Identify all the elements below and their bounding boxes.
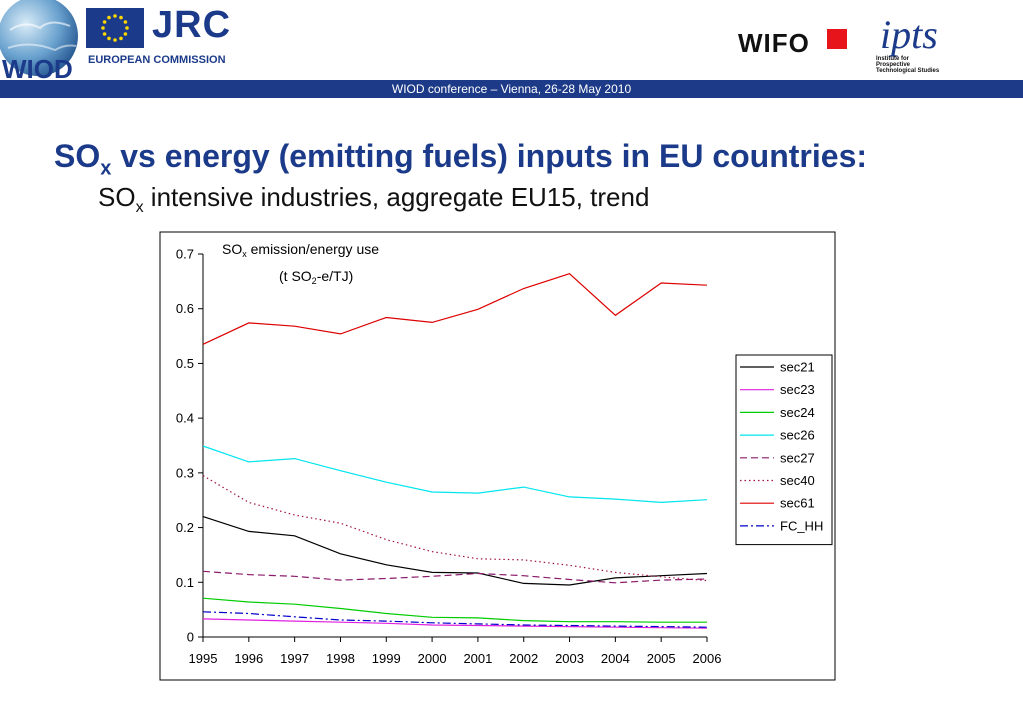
x-tick-label: 2004 xyxy=(601,651,630,666)
legend-box xyxy=(735,354,833,546)
series-line-sec23 xyxy=(202,618,708,629)
conference-banner-text: WIOD conference – Vienna, 26-28 May 2010 xyxy=(391,82,632,96)
y-tick-label: 0.1 xyxy=(176,575,194,590)
wifo-logo-text: WIFO xyxy=(738,28,810,58)
chart-title-line2-sub: 2 xyxy=(312,276,317,286)
x-tick-label: 1998 xyxy=(326,651,355,666)
chart-title-line1-rest: emission/energy use xyxy=(247,241,380,257)
series-line-sec24 xyxy=(202,597,707,623)
legend-label: sec23 xyxy=(780,382,815,397)
x-tick-label: 2005 xyxy=(647,651,676,666)
slide-title: SOx vs energy (emitting fuels) inputs in… xyxy=(54,138,867,180)
slide-subtitle: SOx intensive industries, aggregate EU15… xyxy=(98,182,649,217)
legend-label: sec27 xyxy=(780,450,815,465)
y-tick-label: 0.4 xyxy=(176,411,194,426)
ipts-logo: ipts xyxy=(880,12,938,57)
series-line-sec21 xyxy=(202,516,708,586)
jrc-logo-text: JRC xyxy=(152,4,232,46)
legend-label: sec61 xyxy=(780,496,815,511)
chart-title-line2: (t SO2-e/TJ) xyxy=(279,268,353,286)
y-tick-label: 0 xyxy=(187,630,194,645)
slide-title-rest: vs energy (emitting fuels) inputs in EU … xyxy=(111,138,868,174)
y-tick-label: 0.6 xyxy=(176,301,194,316)
x-tick-label: 1999 xyxy=(372,651,401,666)
series-line-sec27 xyxy=(202,570,708,584)
x-tick-label: 2001 xyxy=(463,651,492,666)
x-tick-label: 2006 xyxy=(693,651,722,666)
x-tick-label: 1997 xyxy=(280,651,309,666)
x-tick-label: 1995 xyxy=(189,651,218,666)
y-tick-label: 0.3 xyxy=(176,465,194,480)
x-tick-label: 1996 xyxy=(234,651,263,666)
series-line-fc-hh xyxy=(202,611,708,628)
slide-title-main: SO xyxy=(54,138,101,174)
ipts-sub-line: Technological Studies xyxy=(876,68,940,74)
ipts-logo-text: ipts xyxy=(880,12,938,57)
eu-flag-icon xyxy=(86,8,144,48)
y-tick-label: 0.7 xyxy=(176,247,194,262)
legend-label: sec24 xyxy=(780,405,815,420)
slide-subtitle-subscript: x xyxy=(135,199,144,217)
slide-header: WIOD JRC EUROPEAN COMMISSION WIFO ipts I… xyxy=(0,0,1023,80)
legend-label: sec21 xyxy=(780,360,815,375)
slide-subtitle-main: SO xyxy=(98,182,136,212)
wiod-logo-text: WIOD xyxy=(2,54,73,80)
conference-banner xyxy=(0,80,1023,98)
y-tick-label: 0.5 xyxy=(176,356,194,371)
series-line-sec26 xyxy=(202,445,708,504)
slide-title-subscript: x xyxy=(100,157,112,180)
chart-title-line1: SOx emission/energy use xyxy=(222,241,379,259)
y-tick-label: 0.2 xyxy=(176,520,194,535)
chart-title-line1-sub: x xyxy=(242,249,247,259)
x-tick-label: 2003 xyxy=(555,651,584,666)
european-commission-label: EUROPEAN COMMISSION xyxy=(88,54,226,66)
ipts-subtitle: Institute for Prospective Technological … xyxy=(876,56,956,74)
legend-label: sec40 xyxy=(780,473,815,488)
series-line-sec40 xyxy=(202,475,708,582)
legend-label: sec26 xyxy=(780,428,815,443)
x-tick-label: 2000 xyxy=(418,651,447,666)
chart-title-line1-main: SO xyxy=(222,241,242,257)
ipts-sub-line: Prospective xyxy=(876,62,911,68)
legend-label: FC_HH xyxy=(780,518,823,533)
series-line-sec61 xyxy=(202,273,708,345)
wifo-red-square-icon xyxy=(827,29,847,49)
chart-title-line2-pre: (t SO xyxy=(279,268,312,284)
ipts-sub-line: Institute for xyxy=(876,56,909,62)
wiod-globe-logo: WIOD xyxy=(0,0,78,80)
chart-title-line2-rest: -e/TJ) xyxy=(317,268,354,284)
chart-frame xyxy=(159,231,836,681)
x-tick-label: 2002 xyxy=(509,651,538,666)
slide-subtitle-rest: intensive industries, aggregate EU15, tr… xyxy=(143,182,650,212)
